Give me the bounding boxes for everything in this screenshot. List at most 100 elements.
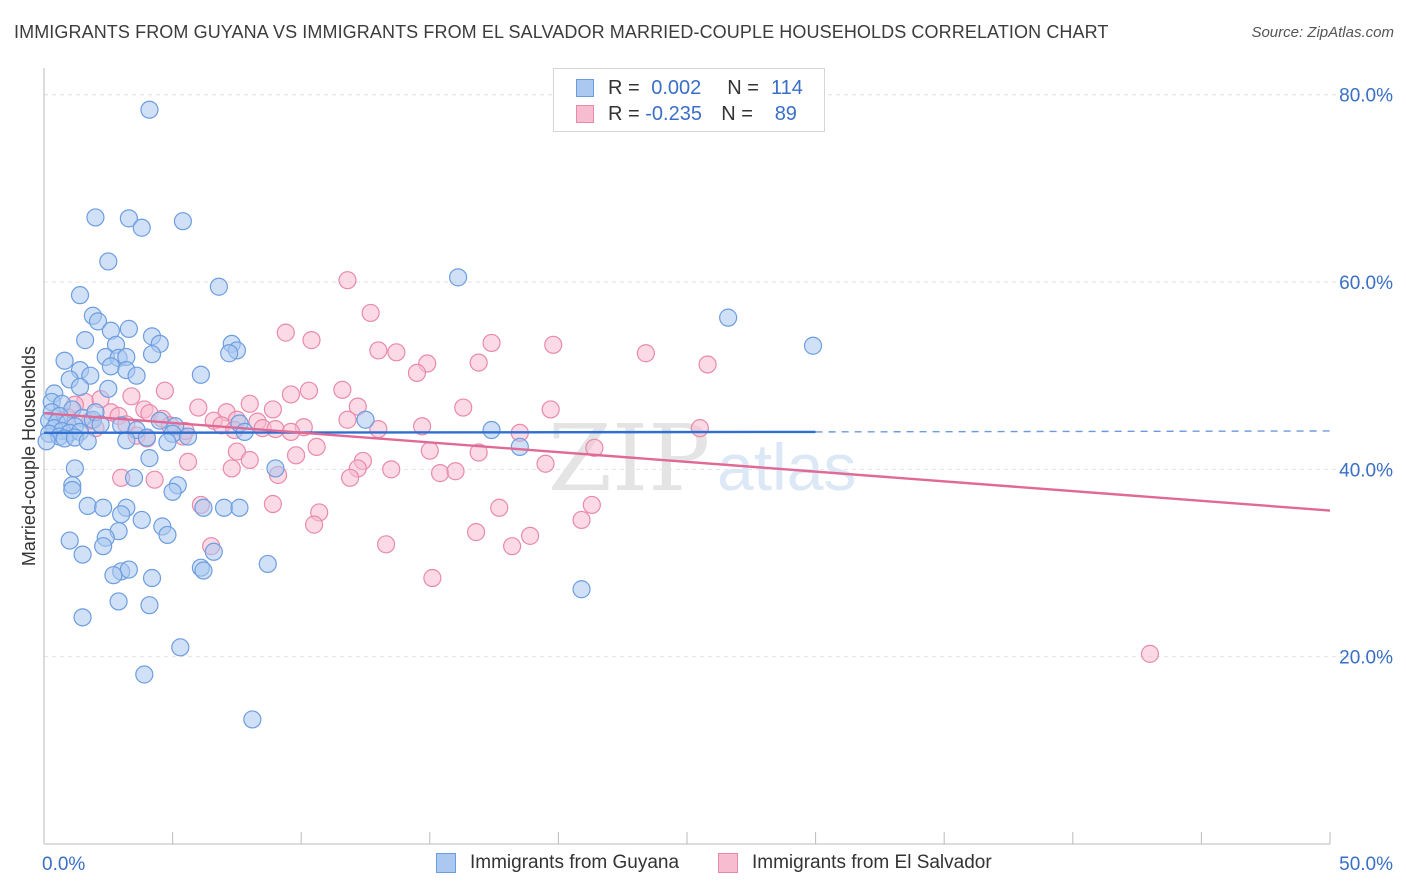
guyana-point (142, 568, 162, 588)
legend-item-guyana: Immigrants from Guyana (436, 852, 679, 874)
guyana-point (214, 498, 234, 517)
legend-r-value: 0.002 (651, 76, 702, 99)
guyana-point (73, 608, 92, 627)
guyana-point (60, 531, 79, 550)
guyana-point (266, 459, 285, 478)
guyana-point (101, 357, 120, 376)
elsalvador-point (222, 459, 241, 478)
guyana-point (86, 208, 105, 227)
guyana-point (76, 331, 95, 350)
trend-lines (43, 411, 1331, 512)
elsalvador-point (189, 398, 208, 417)
guyana-point (194, 561, 213, 580)
guyana-point (209, 277, 228, 296)
guyana-point (204, 542, 223, 561)
x-tick-label: 50.0% (1339, 854, 1393, 875)
elsalvador-point (122, 387, 141, 406)
elsalvador-point (423, 568, 442, 588)
guyana-point (99, 252, 118, 271)
guyana-point (163, 482, 182, 501)
gridlines (44, 94, 1392, 658)
legend-n-value: 114 (771, 76, 803, 99)
elsalvador-point (636, 344, 655, 363)
guyana-point (178, 427, 198, 446)
guyana-point (191, 365, 210, 384)
guyana-point (158, 433, 177, 452)
elsalvador-trend-line (43, 411, 1331, 512)
elsalvador-point (690, 419, 709, 438)
guyana-point (140, 596, 159, 615)
guyana-point (63, 480, 82, 500)
elsalvador-point (369, 341, 388, 360)
guyana-point (112, 505, 131, 524)
elsalvador-point (338, 271, 357, 290)
elsalvador-point (544, 335, 563, 354)
guyana-points-layer (37, 100, 823, 729)
guyana-point (55, 351, 74, 370)
elsalvador-point (376, 535, 396, 554)
guyana-point (119, 209, 138, 228)
guyana-point (119, 319, 138, 338)
guyana-trend-line (43, 430, 816, 435)
elsalvador-point (536, 454, 555, 473)
elsalvador-point (178, 452, 198, 471)
guyana-point (88, 312, 108, 331)
guyana-point (119, 560, 138, 579)
y-tick-label: 80.0% (1339, 86, 1393, 107)
elsalvador-point (1140, 644, 1160, 663)
tick-labels: 20.0% 40.0% 60.0% 80.0% 0.0% 50.0% (42, 86, 1393, 875)
y-tick-label: 60.0% (1339, 273, 1393, 294)
elsalvador-point (286, 446, 306, 465)
elsalvador-point (503, 537, 522, 556)
elsalvador-point (302, 331, 321, 350)
guyana-point (73, 545, 92, 564)
guyana-point (70, 377, 90, 397)
guyana-legend-swatch (436, 853, 456, 873)
elsalvador-point (466, 523, 486, 542)
guyana-point (243, 710, 262, 729)
series-legend: Immigrants from Guyana Immigrants from E… (0, 852, 1406, 878)
elsalvador-point (240, 450, 259, 470)
guyana-point (140, 449, 159, 468)
guyana-point (140, 100, 159, 119)
elsalvador-point (469, 443, 488, 462)
elsalvador-point (412, 417, 432, 436)
guyana-point (127, 366, 146, 385)
elsalvador-legend-swatch (718, 853, 738, 873)
elsalvador-point (490, 498, 509, 517)
legend-item-elsalvador: Immigrants from El Salvador (718, 852, 992, 874)
guyana-point (117, 431, 136, 450)
legend-r-label: R = (608, 76, 640, 99)
legend-n-label: N = (727, 76, 759, 99)
guyana-point (78, 432, 97, 451)
elsalvador-point (340, 468, 360, 487)
legend-n-value: 89 (774, 102, 797, 125)
legend-label-guyana: Immigrants from Guyana (470, 852, 680, 873)
elsalvador-point (469, 353, 488, 372)
guyana-point (70, 286, 90, 305)
stats-legend: R = 0.002 N = 114 R = -0.235 N = 89 (553, 68, 825, 132)
elsalvador-point (521, 526, 540, 545)
axes (43, 68, 1331, 845)
guyana-point (719, 308, 738, 327)
y-axis-label: Married-couple Households (19, 346, 39, 566)
guyana-point (803, 336, 823, 355)
legend-r-value: -0.235 (645, 102, 702, 125)
guyana-point (356, 410, 375, 429)
guyana-point (171, 638, 190, 657)
elsalvador-point (240, 394, 259, 413)
elsalvador-point (227, 442, 246, 461)
guyana-point (132, 510, 151, 530)
guyana-point (37, 432, 56, 451)
elsalvador-point (263, 494, 283, 514)
elsalvador-point (307, 437, 326, 456)
legend-row-guyana: R = 0.002 N = 114 (576, 76, 803, 100)
elsalvador-swatch (576, 105, 594, 123)
elsalvador-point (430, 464, 450, 483)
elsalvador-point (482, 333, 501, 353)
elsalvador-point (698, 355, 717, 374)
elsalvador-point (155, 381, 174, 400)
guyana-point (109, 592, 128, 611)
elsalvador-point (454, 398, 473, 417)
